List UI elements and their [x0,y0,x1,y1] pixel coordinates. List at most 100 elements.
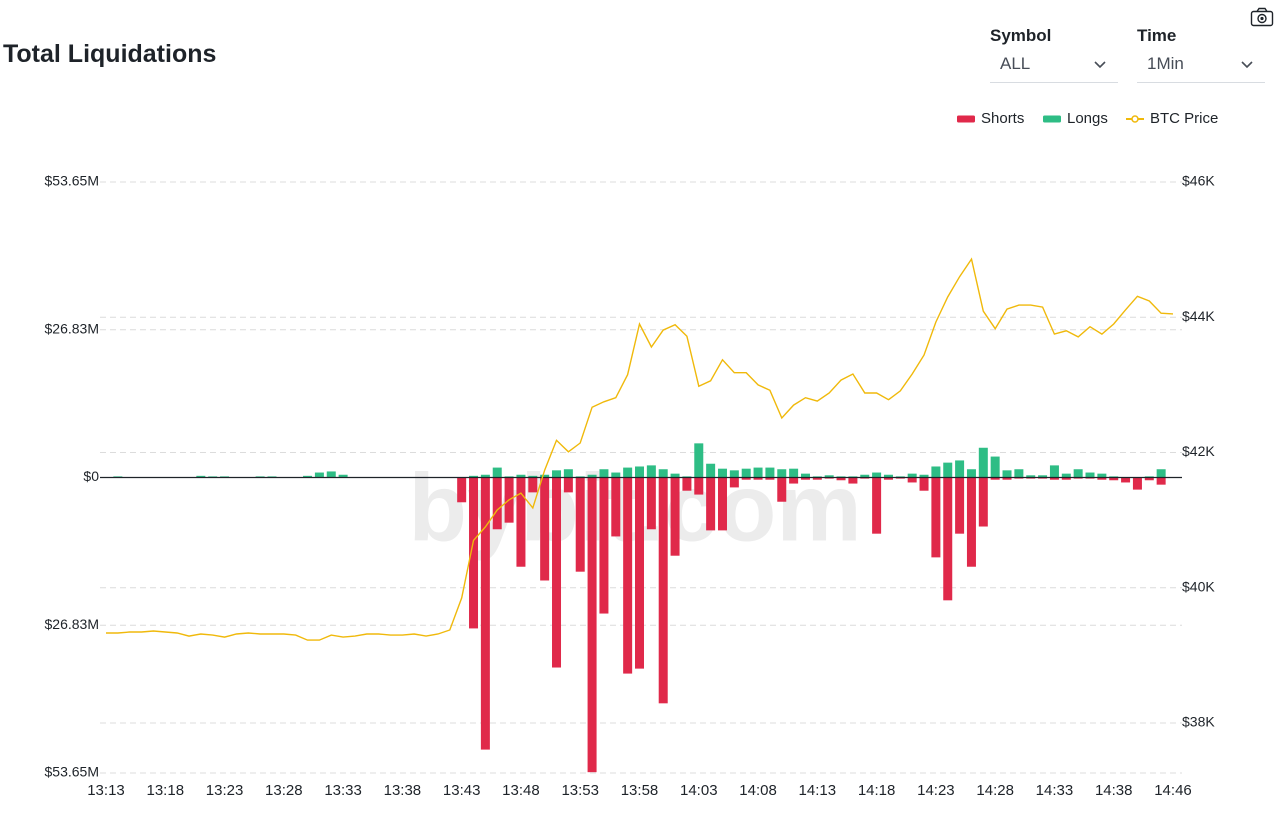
y2-tick-label: $44K [1182,308,1215,324]
bar [528,475,538,478]
bar [492,477,502,530]
bar [706,463,716,478]
bar [682,477,692,491]
bar [303,475,313,478]
price-line [106,257,1174,641]
x-tick-label: 14:38 [1095,782,1133,799]
bar [919,477,929,491]
bar [469,477,479,629]
chevron [1241,61,1253,69]
bar [563,469,573,478]
time-dropdown[interactable]: 1Min [1137,54,1265,83]
bar [196,475,206,478]
bar [457,477,467,503]
bar [694,477,704,495]
bar [1156,477,1166,485]
bar [800,473,810,478]
bar [516,474,526,478]
x-tick-label: 14:46 [1154,782,1192,799]
x-tick-label: 14:33 [1036,782,1074,799]
y-tick-label: $0 [83,468,99,484]
legend-swatch [1131,115,1139,123]
bar [1049,465,1059,478]
bar [812,477,822,480]
bar [1049,477,1059,480]
y-tick-label: $53.65M [45,764,99,780]
bar [848,477,858,484]
x-tick-label: 13:13 [87,782,125,799]
y-tick-label: $26.83M [45,320,99,336]
y2-tick-label: $46K [1182,173,1215,189]
bar [800,477,810,480]
bar [717,468,727,478]
bar [1132,477,1142,490]
bar [943,462,953,478]
bar [1002,470,1012,478]
bar [943,477,953,601]
bar [587,474,597,478]
bar [907,473,917,478]
bar [777,469,787,478]
bar [492,467,502,478]
bar [978,447,988,478]
bar [1014,469,1024,478]
bar [528,477,538,493]
bar [931,466,941,478]
x-tick-label: 14:08 [739,782,777,799]
bar [729,477,739,488]
x-tick-label: 14:28 [976,782,1014,799]
x-tick-label: 14:18 [858,782,896,799]
x-tick-label: 13:38 [384,782,422,799]
x-tick-label: 13:43 [443,782,481,799]
bar [1061,477,1071,480]
bar [1073,469,1083,478]
bar [1026,475,1036,478]
bar [883,474,893,478]
bar [480,477,490,750]
page-title: Total Liquidations [3,40,217,68]
bar [1109,477,1119,481]
bar [860,474,870,478]
bar [1156,469,1166,478]
y2-tick-label: $42K [1182,443,1215,459]
bar [765,467,775,478]
bar [516,477,526,567]
bar [599,477,609,614]
bar [670,473,680,478]
bar [966,477,976,567]
bar [706,477,716,531]
bar [990,456,1000,478]
x-tick-label: 13:18 [147,782,185,799]
bar [717,477,727,531]
time-select[interactable]: Time 1Min [1137,26,1265,83]
bar [338,474,348,478]
bar [765,477,775,480]
x-tick-label: 13:53 [561,782,599,799]
x-tick-label: 13:23 [206,782,244,799]
x-tick-label: 13:58 [621,782,659,799]
screenshot-button[interactable] [1250,7,1274,27]
bar [563,477,573,493]
bar [789,477,799,484]
bar [966,469,976,478]
bar [729,470,739,478]
symbol-select[interactable]: Symbol ALL [990,26,1118,83]
bar [540,474,550,478]
bar [1144,477,1154,481]
bar [741,468,751,478]
bar [575,477,585,572]
bar [540,477,550,581]
x-tick-label: 14:23 [917,782,955,799]
bar [611,477,621,537]
bar [789,468,799,478]
symbol-label: Symbol [990,26,1052,45]
bar [883,477,893,480]
legend-label: BTC Price [1150,110,1218,127]
bar [694,443,704,478]
bar [919,474,929,478]
y-tick-label: $53.65M [45,173,99,189]
legend-label: Shorts [981,110,1024,127]
symbol-dropdown[interactable]: ALL [990,54,1118,83]
